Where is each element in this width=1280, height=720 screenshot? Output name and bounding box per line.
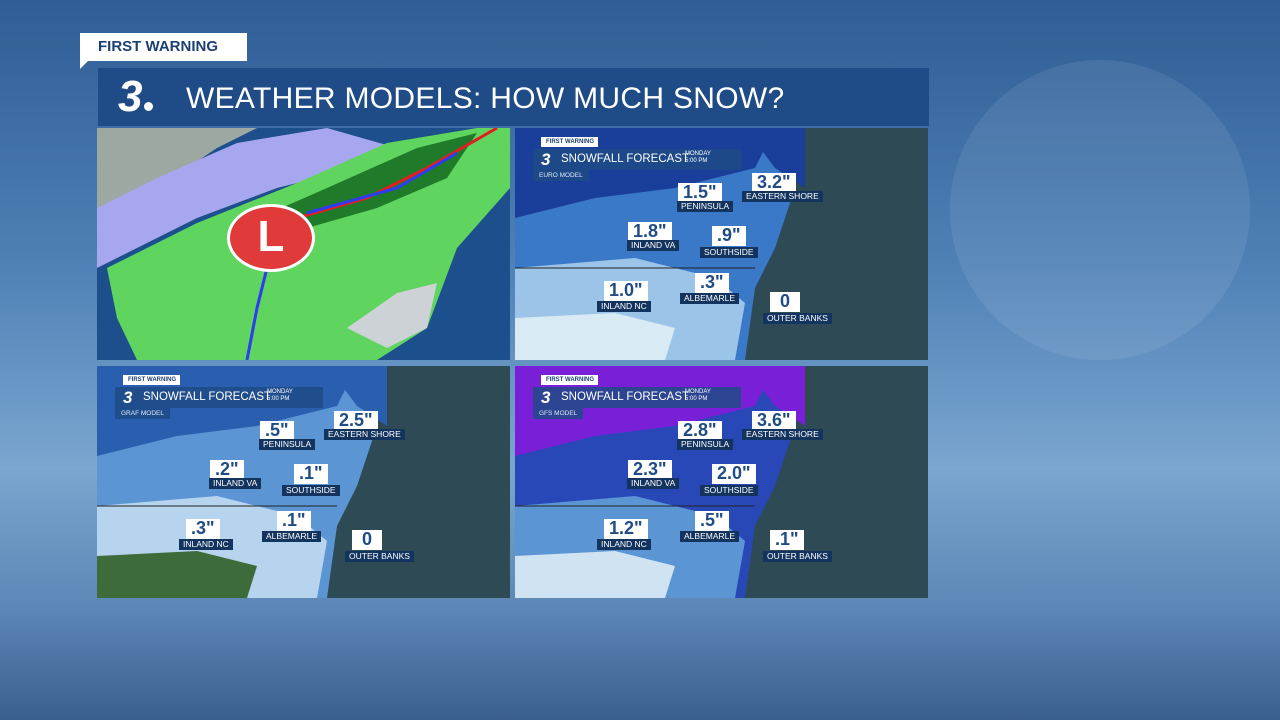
station-logo: 3 xyxy=(541,150,551,169)
region-label: SOUTHSIDE xyxy=(700,247,758,258)
region-label: OUTER BANKS xyxy=(345,551,414,562)
panel-title: SNOWFALL FORECAST xyxy=(561,153,690,165)
background-snow xyxy=(950,60,1250,360)
forecast-time: MONDAY 5:00 PM xyxy=(685,389,711,402)
snow-total: 1.0" xyxy=(604,281,648,301)
panel-title: SNOWFALL FORECAST xyxy=(143,391,272,403)
region-label: INLAND VA xyxy=(627,240,680,251)
model-name: GFS MODEL xyxy=(533,408,584,419)
station-logo: 3 xyxy=(541,388,551,407)
snow-total: .1" xyxy=(294,464,328,484)
forecast-time: MONDAY 5:00 PM xyxy=(267,389,293,402)
region-label: INLAND VA xyxy=(627,478,680,489)
cold-front-2 xyxy=(306,151,458,215)
snow-total: 1.8" xyxy=(628,222,672,242)
snowfall-panel-gfs: FIRST WARNING 3 SNOWFALL FORECAST MONDAY… xyxy=(515,366,928,598)
snow-total: .5" xyxy=(260,421,294,441)
first-warning-badge: FIRST WARNING xyxy=(80,33,247,69)
snow-total: .3" xyxy=(695,273,729,293)
snow-area xyxy=(97,128,397,268)
snow-total: 1.5" xyxy=(678,183,722,203)
snow-total: .5" xyxy=(695,511,729,531)
cold-front xyxy=(245,267,269,360)
forecast-time: MONDAY 5:00 PM xyxy=(685,151,711,164)
region-label: PENINSULA xyxy=(259,439,316,450)
first-warning-badge: FIRST WARNING xyxy=(541,137,598,147)
region-label: INLAND NC xyxy=(597,539,651,550)
region-label: PENINSULA xyxy=(677,439,734,450)
heavy-rain-area xyxy=(247,133,477,228)
region-label: EASTERN SHORE xyxy=(742,191,823,202)
snow-total: 0 xyxy=(770,292,800,312)
first-warning-badge: FIRST WARNING xyxy=(123,375,180,385)
snowfall-panel-graf: FIRST WARNING 3 SNOWFALL FORECAST MONDAY… xyxy=(97,366,510,598)
snow-total: .2" xyxy=(210,460,244,480)
snow-total: 0 xyxy=(352,530,382,550)
title-bar: 3 WEATHER MODELS: HOW MUCH SNOW? xyxy=(98,68,929,126)
snowfall-panel-euro: FIRST WARNING 3 SNOWFALL FORECAST MONDAY… xyxy=(515,128,928,360)
region-label: ALBEMARLE xyxy=(262,531,322,542)
land xyxy=(97,128,257,238)
station-logo: 3 xyxy=(118,72,155,122)
model-name: GRAF MODEL xyxy=(115,408,170,419)
snow-total: 2.0" xyxy=(712,464,756,484)
region-label: OUTER BANKS xyxy=(763,551,832,562)
snow-total: .1" xyxy=(277,511,311,531)
region-label: EASTERN SHORE xyxy=(324,429,405,440)
snow-total: 2.8" xyxy=(678,421,722,441)
snow-total: .9" xyxy=(712,226,746,246)
region-label: EASTERN SHORE xyxy=(742,429,823,440)
region-label: INLAND NC xyxy=(179,539,233,550)
snow-total: 2.3" xyxy=(628,460,672,480)
low-pressure-icon: L xyxy=(227,204,315,272)
snow-total: .1" xyxy=(770,530,804,550)
region-label: SOUTHSIDE xyxy=(282,485,340,496)
warm-front xyxy=(296,128,498,220)
region-label: SOUTHSIDE xyxy=(700,485,758,496)
region-label: PENINSULA xyxy=(677,201,734,212)
page-title: WEATHER MODELS: HOW MUCH SNOW? xyxy=(186,82,785,115)
snow-total: 1.2" xyxy=(604,519,648,539)
cbs-eye-icon xyxy=(142,100,155,113)
cloud-area xyxy=(347,283,437,348)
panel-title: SNOWFALL FORECAST xyxy=(561,391,690,403)
snow-total: .3" xyxy=(186,519,220,539)
first-warning-badge: FIRST WARNING xyxy=(541,375,598,385)
region-label: ALBEMARLE xyxy=(680,531,740,542)
snow-total: 3.6" xyxy=(752,411,796,431)
station-logo: 3 xyxy=(123,388,133,407)
region-label: INLAND VA xyxy=(209,478,262,489)
snow-total: 2.5" xyxy=(334,411,378,431)
storm-map-panel: L xyxy=(97,128,510,360)
region-label: OUTER BANKS xyxy=(763,313,832,324)
region-label: ALBEMARLE xyxy=(680,293,740,304)
region-label: INLAND NC xyxy=(597,301,651,312)
model-name: EURO MODEL xyxy=(533,170,589,181)
snow-total: 3.2" xyxy=(752,173,796,193)
